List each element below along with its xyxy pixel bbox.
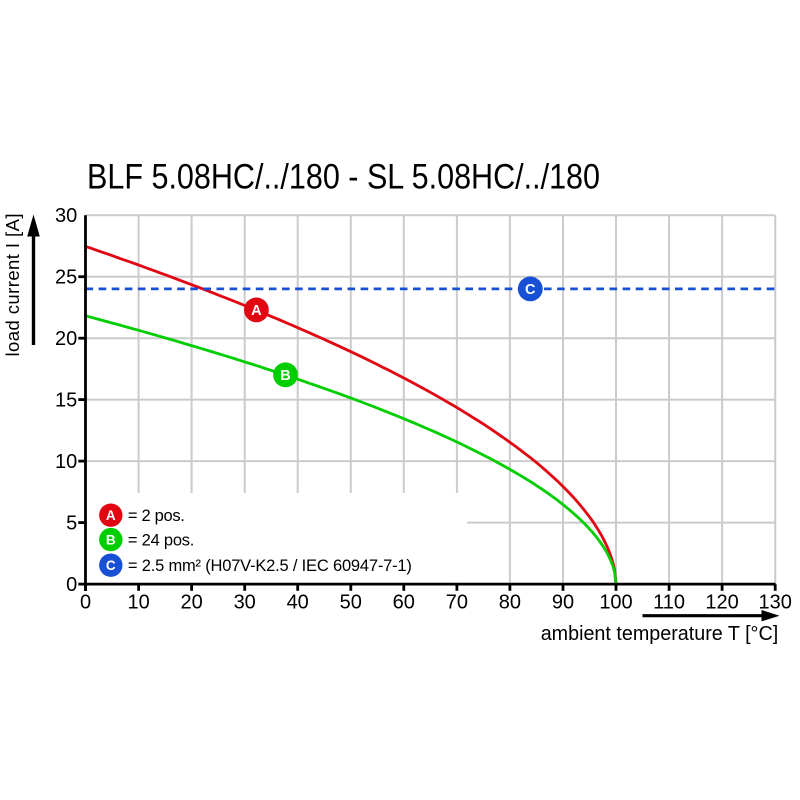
- svg-text:B: B: [106, 532, 116, 547]
- svg-text:BLF 5.08HC/../180 - SL 5.08HC/: BLF 5.08HC/../180 - SL 5.08HC/../180: [87, 158, 600, 197]
- svg-text:A: A: [251, 303, 262, 319]
- svg-text:ambient temperature T [°C]: ambient temperature T [°C]: [541, 623, 779, 645]
- svg-text:90: 90: [552, 592, 574, 614]
- svg-text:5: 5: [66, 513, 77, 535]
- svg-text:110: 110: [653, 592, 685, 614]
- svg-text:20: 20: [55, 328, 77, 350]
- svg-text:= 2.5 mm² (H07V-K2.5 / IEC 609: = 2.5 mm² (H07V-K2.5 / IEC 60947-7-1): [128, 557, 412, 575]
- svg-text:15: 15: [55, 390, 77, 412]
- svg-text:A: A: [106, 508, 116, 523]
- svg-text:20: 20: [180, 592, 202, 614]
- svg-text:50: 50: [340, 592, 362, 614]
- svg-text:30: 30: [55, 205, 77, 227]
- svg-text:C: C: [106, 558, 116, 573]
- svg-text:130: 130: [759, 592, 792, 614]
- svg-text:0: 0: [80, 592, 91, 614]
- svg-text:10: 10: [55, 451, 77, 473]
- svg-text:C: C: [525, 282, 536, 298]
- svg-text:0: 0: [66, 574, 77, 596]
- svg-text:= 2 pos.: = 2 pos.: [128, 507, 185, 525]
- svg-text:100: 100: [599, 592, 632, 614]
- svg-text:60: 60: [393, 592, 415, 614]
- svg-text:80: 80: [499, 592, 521, 614]
- svg-text:= 24 pos.: = 24 pos.: [128, 531, 194, 549]
- svg-text:30: 30: [234, 592, 256, 614]
- svg-text:load current I [A]: load current I [A]: [2, 214, 23, 357]
- svg-text:40: 40: [287, 592, 309, 614]
- svg-text:25: 25: [55, 267, 77, 289]
- svg-text:10: 10: [127, 592, 149, 614]
- svg-text:70: 70: [446, 592, 468, 614]
- svg-text:B: B: [280, 368, 290, 384]
- svg-text:120: 120: [705, 592, 738, 614]
